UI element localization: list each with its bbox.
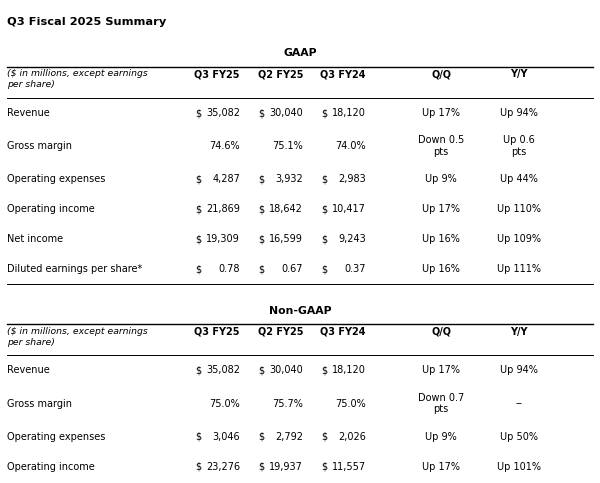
Text: Up 50%: Up 50% bbox=[500, 432, 538, 441]
Text: Gross margin: Gross margin bbox=[7, 398, 72, 409]
Text: Revenue: Revenue bbox=[7, 108, 50, 118]
Text: $: $ bbox=[195, 108, 201, 118]
Text: Q2 FY25: Q2 FY25 bbox=[257, 327, 303, 337]
Text: 10,417: 10,417 bbox=[332, 204, 366, 214]
Text: 0.78: 0.78 bbox=[218, 264, 240, 274]
Text: Up 9%: Up 9% bbox=[425, 432, 457, 441]
Text: Non-GAAP: Non-GAAP bbox=[269, 306, 331, 316]
Text: Q3 FY25: Q3 FY25 bbox=[194, 327, 240, 337]
Text: 19,309: 19,309 bbox=[206, 234, 240, 244]
Text: $: $ bbox=[195, 366, 201, 375]
Text: $: $ bbox=[258, 204, 264, 214]
Text: Net income: Net income bbox=[7, 234, 64, 244]
Text: Up 16%: Up 16% bbox=[422, 264, 460, 274]
Text: 75.7%: 75.7% bbox=[272, 398, 303, 409]
Text: Q3 Fiscal 2025 Summary: Q3 Fiscal 2025 Summary bbox=[7, 17, 166, 27]
Text: $: $ bbox=[195, 432, 201, 441]
Text: Up 17%: Up 17% bbox=[422, 366, 460, 375]
Text: Y/Y: Y/Y bbox=[510, 327, 528, 337]
Text: 18,120: 18,120 bbox=[332, 108, 366, 118]
Text: $: $ bbox=[258, 234, 264, 244]
Text: 9,243: 9,243 bbox=[338, 234, 366, 244]
Text: $: $ bbox=[321, 174, 327, 184]
Text: Up 0.6
pts: Up 0.6 pts bbox=[503, 135, 535, 157]
Text: $: $ bbox=[195, 462, 201, 471]
Text: $: $ bbox=[258, 366, 264, 375]
Text: 21,869: 21,869 bbox=[206, 204, 240, 214]
Text: $: $ bbox=[258, 432, 264, 441]
Text: Operating income: Operating income bbox=[7, 204, 95, 214]
Text: $: $ bbox=[195, 264, 201, 274]
Text: $: $ bbox=[195, 234, 201, 244]
Text: 35,082: 35,082 bbox=[206, 366, 240, 375]
Text: $: $ bbox=[321, 432, 327, 441]
Text: Down 0.5
pts: Down 0.5 pts bbox=[418, 135, 464, 157]
Text: 30,040: 30,040 bbox=[269, 366, 303, 375]
Text: GAAP: GAAP bbox=[283, 48, 317, 58]
Text: Up 101%: Up 101% bbox=[497, 462, 541, 471]
Text: 0.67: 0.67 bbox=[281, 264, 303, 274]
Text: 2,792: 2,792 bbox=[275, 432, 303, 441]
Text: 75.0%: 75.0% bbox=[335, 398, 366, 409]
Text: Q2 FY25: Q2 FY25 bbox=[257, 69, 303, 79]
Text: $: $ bbox=[258, 462, 264, 471]
Text: $: $ bbox=[258, 264, 264, 274]
Text: Operating expenses: Operating expenses bbox=[7, 432, 106, 441]
Text: 18,642: 18,642 bbox=[269, 204, 303, 214]
Text: $: $ bbox=[321, 462, 327, 471]
Text: Diluted earnings per share*: Diluted earnings per share* bbox=[7, 264, 142, 274]
Text: Up 9%: Up 9% bbox=[425, 174, 457, 184]
Text: $: $ bbox=[258, 108, 264, 118]
Text: Up 44%: Up 44% bbox=[500, 174, 538, 184]
Text: $: $ bbox=[321, 264, 327, 274]
Text: Y/Y: Y/Y bbox=[510, 69, 528, 79]
Text: $: $ bbox=[195, 174, 201, 184]
Text: Up 109%: Up 109% bbox=[497, 234, 541, 244]
Text: Up 17%: Up 17% bbox=[422, 204, 460, 214]
Text: Up 110%: Up 110% bbox=[497, 204, 541, 214]
Text: 23,276: 23,276 bbox=[206, 462, 240, 471]
Text: 11,557: 11,557 bbox=[332, 462, 366, 471]
Text: 35,082: 35,082 bbox=[206, 108, 240, 118]
Text: 2,026: 2,026 bbox=[338, 432, 366, 441]
Text: 3,932: 3,932 bbox=[275, 174, 303, 184]
Text: Up 111%: Up 111% bbox=[497, 264, 541, 274]
Text: Gross margin: Gross margin bbox=[7, 141, 72, 151]
Text: Q3 FY24: Q3 FY24 bbox=[320, 69, 366, 79]
Text: 74.6%: 74.6% bbox=[209, 141, 240, 151]
Text: $: $ bbox=[258, 174, 264, 184]
Text: $: $ bbox=[321, 204, 327, 214]
Text: 3,046: 3,046 bbox=[212, 432, 240, 441]
Text: $: $ bbox=[321, 234, 327, 244]
Text: Revenue: Revenue bbox=[7, 366, 50, 375]
Text: ($ in millions, except earnings
per share): ($ in millions, except earnings per shar… bbox=[7, 327, 148, 347]
Text: 16,599: 16,599 bbox=[269, 234, 303, 244]
Text: Up 17%: Up 17% bbox=[422, 462, 460, 471]
Text: $: $ bbox=[321, 108, 327, 118]
Text: Down 0.7
pts: Down 0.7 pts bbox=[418, 393, 464, 414]
Text: 4,287: 4,287 bbox=[212, 174, 240, 184]
Text: Up 16%: Up 16% bbox=[422, 234, 460, 244]
Text: Operating expenses: Operating expenses bbox=[7, 174, 106, 184]
Text: $: $ bbox=[321, 366, 327, 375]
Text: ($ in millions, except earnings
per share): ($ in millions, except earnings per shar… bbox=[7, 69, 148, 89]
Text: 75.0%: 75.0% bbox=[209, 398, 240, 409]
Text: $: $ bbox=[195, 204, 201, 214]
Text: 75.1%: 75.1% bbox=[272, 141, 303, 151]
Text: Q/Q: Q/Q bbox=[431, 327, 451, 337]
Text: Q/Q: Q/Q bbox=[431, 69, 451, 79]
Text: 18,120: 18,120 bbox=[332, 366, 366, 375]
Text: 2,983: 2,983 bbox=[338, 174, 366, 184]
Text: Up 17%: Up 17% bbox=[422, 108, 460, 118]
Text: 0.37: 0.37 bbox=[344, 264, 366, 274]
Text: --: -- bbox=[515, 398, 523, 409]
Text: Q3 FY24: Q3 FY24 bbox=[320, 327, 366, 337]
Text: Up 94%: Up 94% bbox=[500, 108, 538, 118]
Text: 19,937: 19,937 bbox=[269, 462, 303, 471]
Text: 30,040: 30,040 bbox=[269, 108, 303, 118]
Text: Operating income: Operating income bbox=[7, 462, 95, 471]
Text: Q3 FY25: Q3 FY25 bbox=[194, 69, 240, 79]
Text: Up 94%: Up 94% bbox=[500, 366, 538, 375]
Text: 74.0%: 74.0% bbox=[335, 141, 366, 151]
